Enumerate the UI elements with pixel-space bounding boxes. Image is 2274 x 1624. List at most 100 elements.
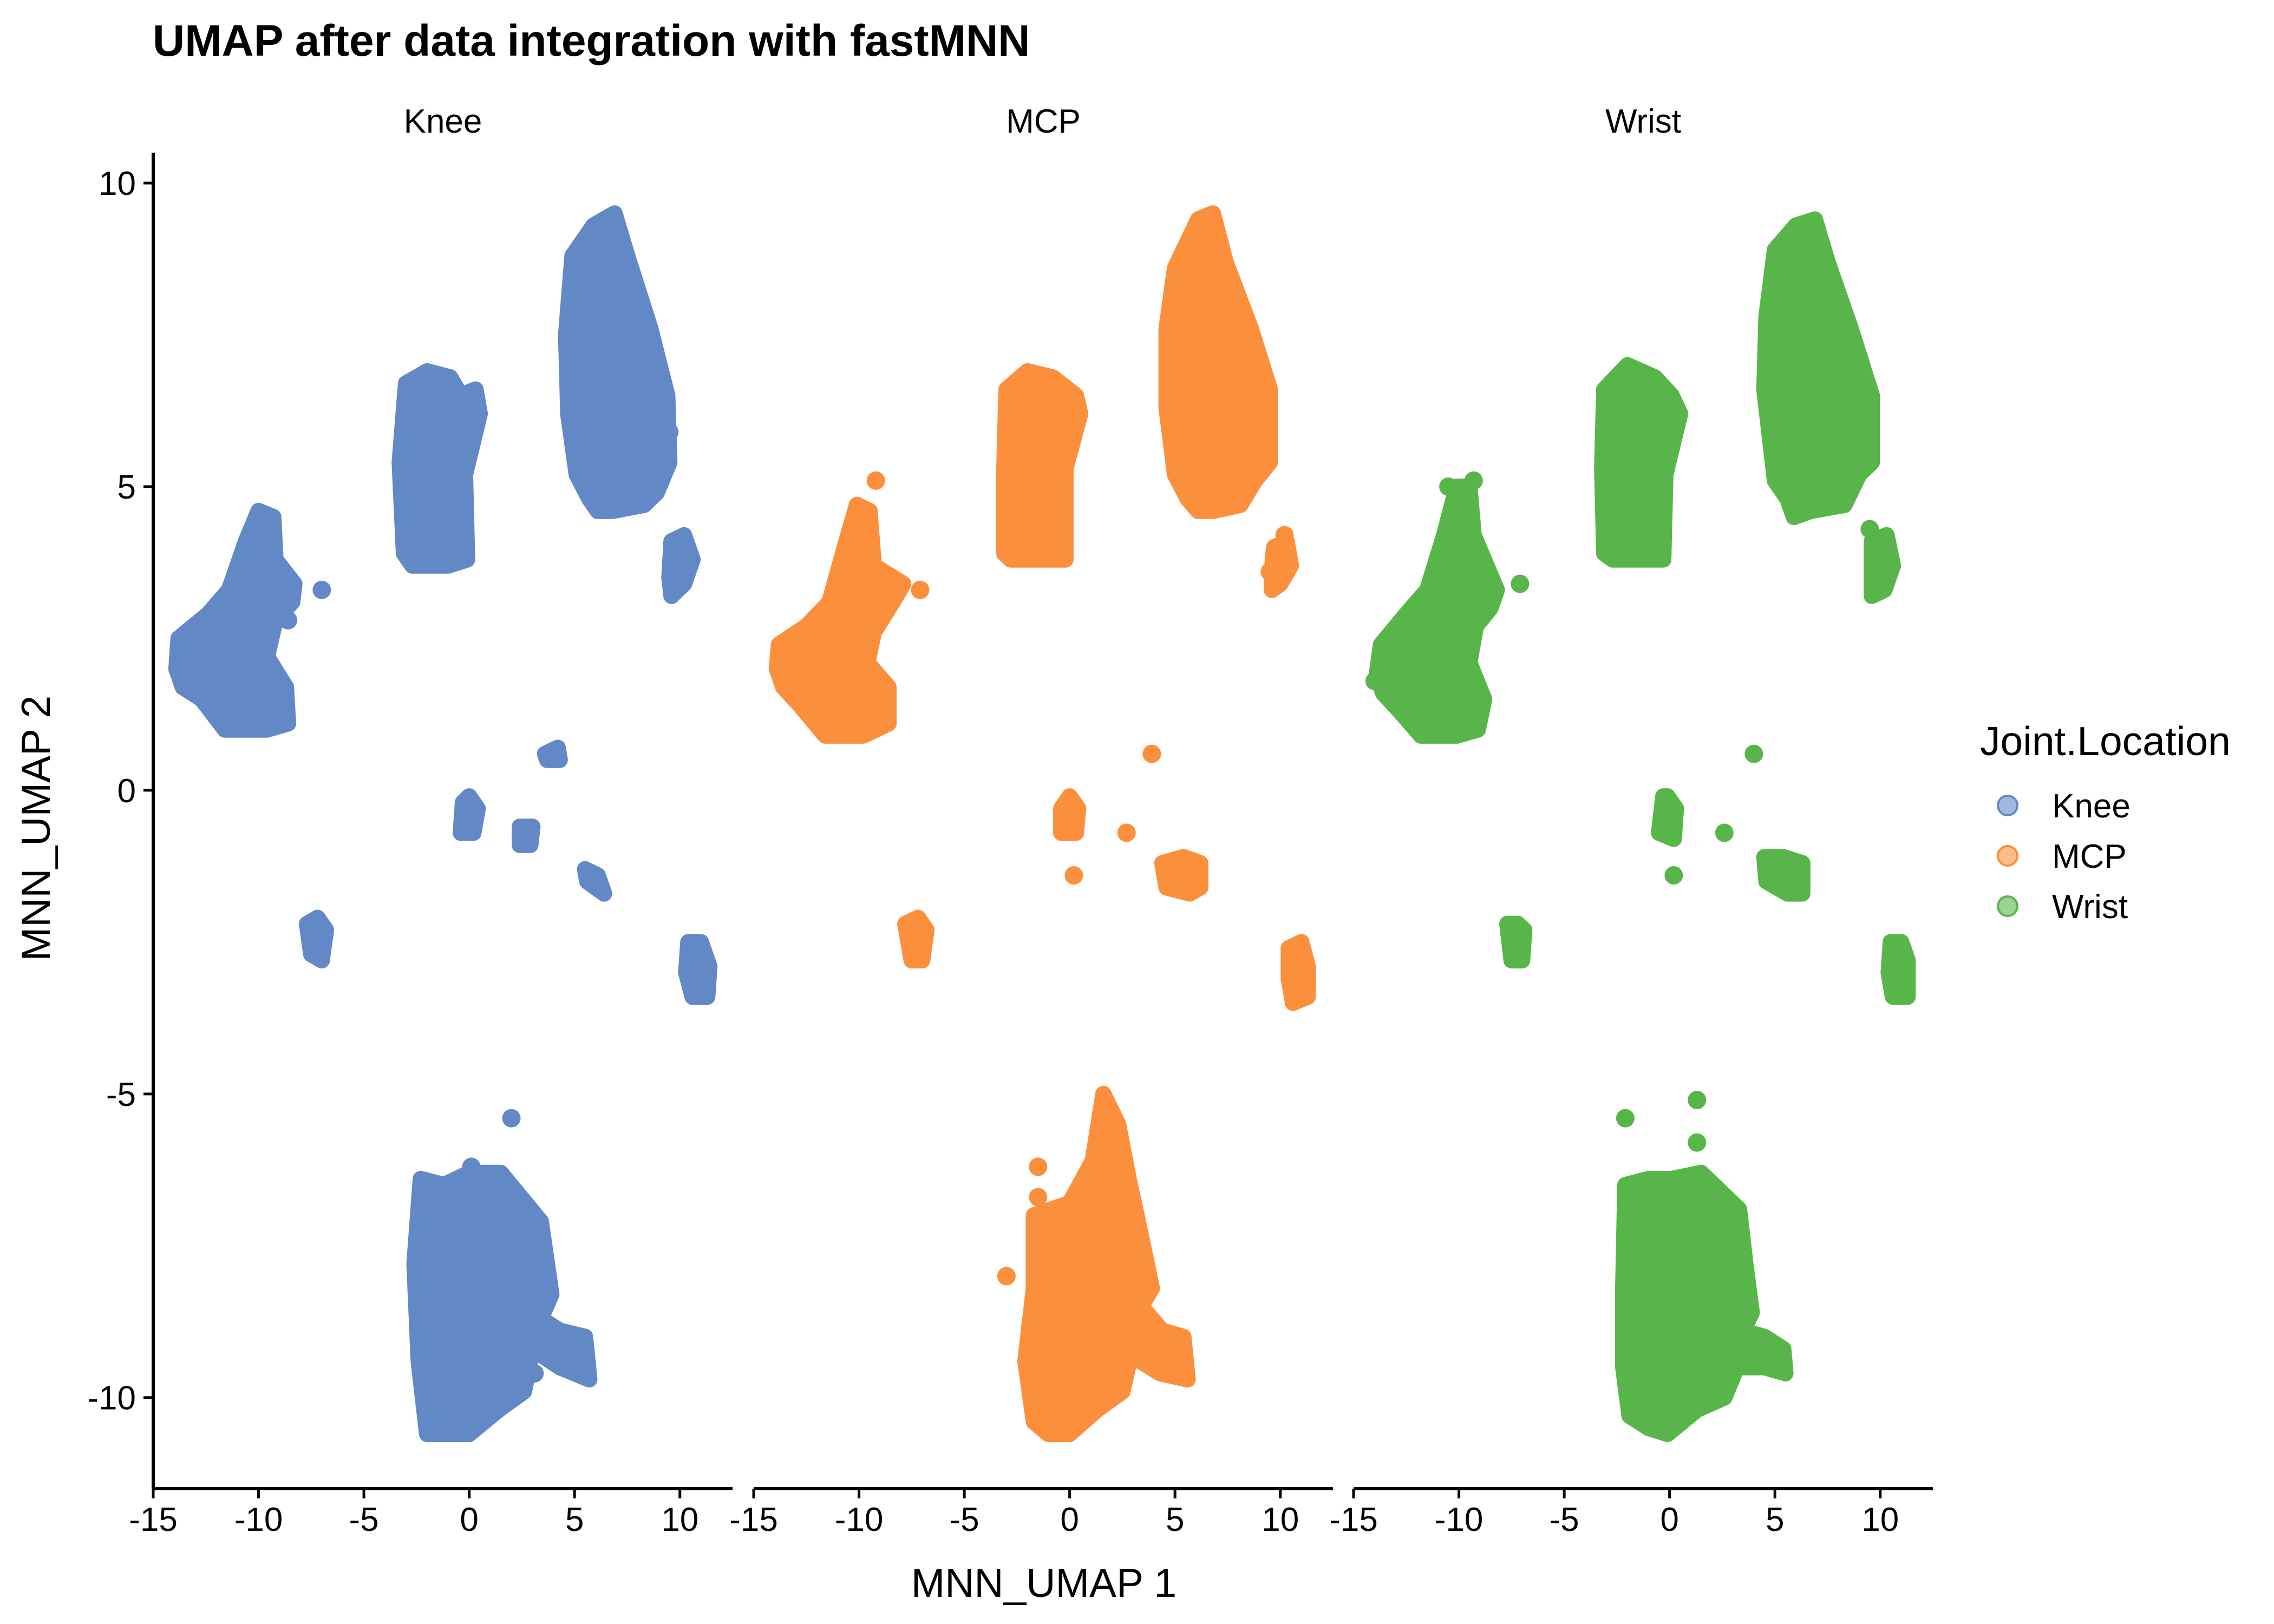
facet-panels: Knee MCP Wrist xyxy=(168,103,1916,1442)
scatter-point xyxy=(1860,520,1879,539)
x-tick-label: -15 xyxy=(1329,1501,1378,1538)
scatter-point xyxy=(1766,1358,1785,1377)
point-cluster xyxy=(1368,479,1505,744)
legend-label-mcp: MCP xyxy=(2052,838,2127,875)
x-tick-label: -10 xyxy=(835,1501,884,1538)
series-knee xyxy=(168,205,718,1442)
scatter-point xyxy=(660,423,679,441)
point-cluster xyxy=(1615,1164,1794,1442)
x-tick-label: -5 xyxy=(1550,1501,1579,1538)
x-tick-label: 10 xyxy=(1861,1501,1899,1538)
scatter-point xyxy=(1260,562,1279,581)
x-tick-label: 5 xyxy=(1166,1501,1184,1538)
point-cluster xyxy=(1154,849,1208,902)
x-tick-label: 10 xyxy=(1262,1501,1299,1538)
scatter-point xyxy=(1616,1109,1635,1128)
facet-strip-label: Wrist xyxy=(1605,103,1681,140)
y-axis-title: MNN_UMAP 2 xyxy=(13,696,58,961)
scatter-point xyxy=(1130,1242,1148,1261)
point-cluster xyxy=(1594,357,1689,568)
scatter-point xyxy=(858,520,877,539)
y-axis: -10 -5 0 5 10 xyxy=(87,153,155,1489)
legend-key-wrist xyxy=(1997,895,2018,917)
x-tick-label: 5 xyxy=(1766,1501,1784,1538)
y-tick-label: 10 xyxy=(99,165,136,202)
scatter-point xyxy=(911,580,930,599)
legend-title: Joint.Location xyxy=(1980,718,2231,764)
scatter-point xyxy=(426,1194,445,1213)
y-tick-label: 5 xyxy=(117,469,136,506)
legend: Joint.Location Knee MCP Wrist xyxy=(1980,718,2231,926)
point-cluster xyxy=(577,861,612,902)
legend-key-mcp xyxy=(1997,845,2018,867)
point-cluster xyxy=(1017,1085,1196,1442)
scatter-point xyxy=(462,1157,481,1176)
point-cluster xyxy=(1499,915,1533,968)
x-tick-label: -10 xyxy=(1435,1501,1484,1538)
facet-strip-label: MCP xyxy=(1006,103,1081,140)
point-cluster xyxy=(1651,788,1684,847)
x-tick-label: 5 xyxy=(565,1501,584,1538)
scatter-point xyxy=(1142,744,1161,763)
x-tick-label: 0 xyxy=(1660,1501,1678,1538)
scatter-point xyxy=(1365,672,1384,690)
scatter-point xyxy=(1660,435,1679,454)
point-cluster xyxy=(768,496,912,744)
scatter-point xyxy=(525,1364,544,1383)
legend-key-knee xyxy=(1997,795,2018,816)
scatter-point xyxy=(1688,1091,1707,1109)
scatter-point xyxy=(502,1109,521,1128)
scatter-point xyxy=(462,435,481,454)
x-tick-label: -10 xyxy=(234,1501,283,1538)
scatter-point xyxy=(1511,574,1530,593)
x-tick-label: 0 xyxy=(1060,1501,1079,1538)
point-cluster xyxy=(1880,934,1916,1005)
scatter-point xyxy=(1117,823,1136,842)
scatter-point xyxy=(1664,866,1683,885)
x-tick-label: -5 xyxy=(950,1501,979,1538)
x-axis-panel: -15 -10 -5 0 5 10 xyxy=(129,1487,733,1538)
x-tick-label: 10 xyxy=(661,1501,698,1538)
scatter-point xyxy=(668,574,687,593)
point-cluster xyxy=(453,788,486,841)
point-cluster xyxy=(168,502,303,738)
scatter-point xyxy=(997,1267,1016,1286)
point-cluster xyxy=(1158,205,1278,519)
series-mcp xyxy=(768,205,1316,1442)
x-tick-label: -15 xyxy=(129,1501,178,1538)
scatter-point xyxy=(1029,1188,1048,1207)
scatter-point xyxy=(1650,477,1669,496)
facet-strip-label: Knee xyxy=(404,103,482,140)
scatter-point xyxy=(866,471,885,490)
point-cluster xyxy=(299,909,335,968)
point-cluster xyxy=(1756,211,1880,526)
y-tick-label: -5 xyxy=(106,1076,136,1114)
scatter-point xyxy=(312,580,331,599)
point-cluster xyxy=(537,739,568,768)
x-tick-label: 0 xyxy=(460,1501,478,1538)
x-axes: -15 -10 -5 0 5 10 -15 -10 -5 0 5 10 -15 -10 -5 0 5 10 xyxy=(129,1487,1933,1538)
scatter-point xyxy=(1688,1133,1707,1152)
point-cluster xyxy=(1756,849,1811,902)
point-cluster xyxy=(897,909,935,968)
x-axis-panel: -15 -10 -5 0 5 10 xyxy=(729,1487,1333,1538)
point-cluster xyxy=(678,934,718,1005)
scatter-point xyxy=(1029,1157,1048,1176)
scatter-point xyxy=(1058,793,1077,812)
point-cluster xyxy=(391,363,488,574)
chart-title: UMAP after data integration with fastMNN xyxy=(153,16,1030,66)
scatter-point xyxy=(1060,435,1079,454)
legend-label-knee: Knee xyxy=(2052,788,2131,825)
x-tick-label: -15 xyxy=(729,1501,778,1538)
scatter-point xyxy=(1064,866,1083,885)
scatter-point xyxy=(1744,744,1763,763)
point-cluster xyxy=(406,1164,598,1442)
x-axis-title: MNN_UMAP 1 xyxy=(911,1560,1177,1606)
point-cluster xyxy=(512,818,541,853)
scatter-point xyxy=(279,611,297,630)
scatter-point xyxy=(1176,1364,1195,1383)
y-tick-label: -10 xyxy=(87,1380,136,1417)
x-tick-label: -5 xyxy=(349,1501,379,1538)
